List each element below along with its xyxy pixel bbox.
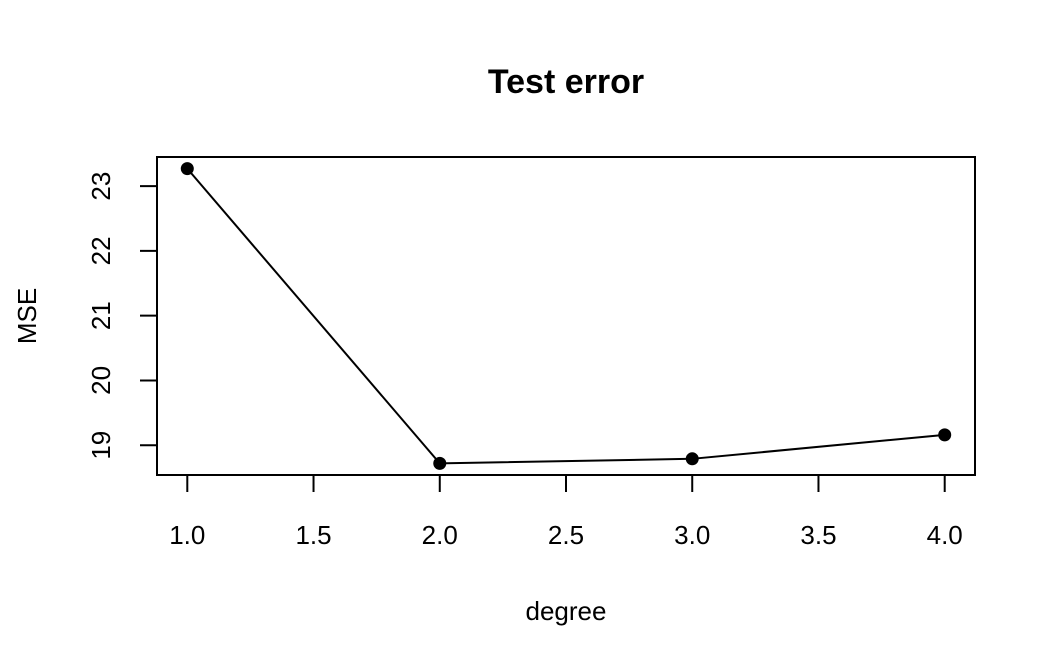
series-line xyxy=(186,168,945,465)
x-tick-label: 2.5 xyxy=(548,520,584,550)
y-axis-label: MSE xyxy=(12,288,42,344)
x-tick-label: 3.0 xyxy=(674,520,710,550)
y-tick-label: 19 xyxy=(86,431,116,460)
x-axis-label: degree xyxy=(526,596,607,626)
data-point xyxy=(938,428,952,442)
x-tick-label: 1.5 xyxy=(295,520,331,550)
y-tick-label: 23 xyxy=(86,172,116,201)
data-point xyxy=(180,162,194,176)
y-axis: 19 20 21 22 23 xyxy=(86,172,158,460)
x-tick-label: 3.5 xyxy=(800,520,836,550)
y-tick-label: 22 xyxy=(86,236,116,265)
x-axis: 1.0 1.5 2.0 2.5 3.0 3.5 4.0 xyxy=(169,474,963,550)
x-tick-label: 4.0 xyxy=(927,520,963,550)
x-tick-label: 2.0 xyxy=(422,520,458,550)
chart-title: Test error xyxy=(488,63,644,101)
data-point xyxy=(685,452,699,466)
data-point xyxy=(433,456,447,470)
x-tick-label: 1.0 xyxy=(169,520,205,550)
y-tick-label: 21 xyxy=(86,301,116,330)
plot-frame xyxy=(156,156,976,476)
series-layer xyxy=(180,162,952,470)
y-tick-label: 20 xyxy=(86,366,116,395)
